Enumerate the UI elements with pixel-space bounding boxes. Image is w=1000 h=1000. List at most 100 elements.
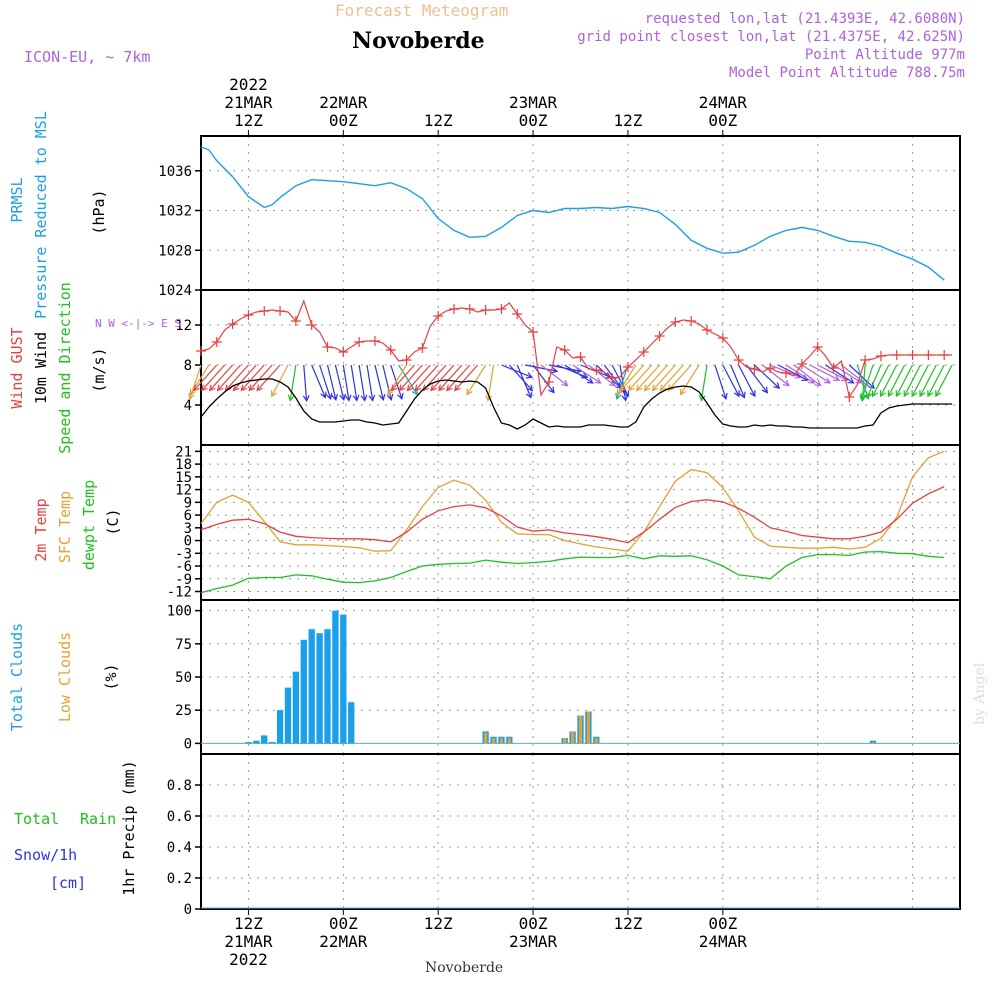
wind-arrow-head <box>320 391 327 399</box>
wind-arrow-head <box>615 392 622 401</box>
wind-10m-line <box>200 378 953 430</box>
y-tick-label: 8 <box>184 358 192 374</box>
wind-arrow <box>700 364 708 401</box>
total-cloud-bar <box>332 610 339 744</box>
wind-arrow <box>189 364 210 395</box>
wind-arrow <box>256 364 281 391</box>
wind-arrow <box>911 364 929 397</box>
wind-arrow-head <box>679 388 687 396</box>
y-tick-label: 12 <box>175 483 192 499</box>
wind-arrow <box>414 364 439 391</box>
wind-arrow <box>391 364 415 391</box>
total-cloud-bar <box>253 740 260 744</box>
wind-arrow <box>225 364 249 391</box>
model-label: ICON-EU, ~ 7km <box>24 48 150 66</box>
y-tick-label: 1028 <box>158 243 192 259</box>
low-clouds-label: Low Clouds <box>56 632 74 722</box>
wind-arrow <box>240 364 265 391</box>
gust-marker <box>591 365 602 375</box>
gust-marker <box>907 350 918 360</box>
wind-arrow-head <box>453 384 461 392</box>
gust-marker <box>528 327 539 337</box>
wind-arrow-head <box>368 394 376 402</box>
wind-arrow-head <box>586 377 594 384</box>
wind-arrow-head <box>620 384 627 392</box>
gust-marker <box>891 350 902 360</box>
precip-total-label: Total <box>14 810 59 828</box>
wind-arrow <box>193 364 218 391</box>
wind-arrow-head <box>859 395 867 403</box>
wind-arrow-head <box>635 384 643 392</box>
x-label-top: 00Z <box>519 111 548 130</box>
wind-arrow <box>248 364 273 391</box>
wind-arrow <box>935 364 953 397</box>
gust-marker <box>369 336 380 346</box>
wind-arrow <box>532 364 555 393</box>
y-tick-label: 1024 <box>158 283 192 299</box>
panel-frame <box>200 289 961 446</box>
wind-arrow-head <box>200 384 208 392</box>
x-label-top: 24MAR <box>699 93 748 112</box>
wind-arrow-head <box>360 394 368 402</box>
wind-arrow-head <box>879 390 886 398</box>
wind-arrow <box>680 364 700 395</box>
wind-arrow-head <box>721 392 728 401</box>
wind-arrow-head <box>667 384 675 392</box>
low-cloud-bar <box>571 731 575 744</box>
wind-arrow <box>636 364 661 391</box>
total-cloud-bar <box>292 671 300 744</box>
wind-arrow-head <box>422 384 430 392</box>
wind-dir-label: Speed and Direction <box>56 282 74 454</box>
y-tick-label: 0 <box>184 736 192 752</box>
wind-arrow-head <box>189 388 196 396</box>
wind-arrow <box>430 364 455 391</box>
total-cloud-bar <box>340 614 347 744</box>
gust-marker <box>338 347 349 357</box>
total-cloud-bar <box>316 633 323 744</box>
gust-marker <box>638 347 649 357</box>
wind-arrow <box>927 364 945 397</box>
total-cloud-bar <box>245 742 252 744</box>
x-label-top: 2022 <box>229 75 268 94</box>
wind-arrow <box>342 364 350 401</box>
wind-gust-line <box>200 299 953 399</box>
wind-arrow <box>817 364 848 381</box>
clouds-unit: (%) <box>102 663 120 690</box>
wind-arrow <box>730 364 745 398</box>
wind-arrow-head <box>833 374 841 381</box>
wind-arrow <box>508 364 533 391</box>
wind-arrow-head <box>551 366 559 374</box>
y-tick-label: -9 <box>175 572 192 588</box>
wind-arrow-head <box>216 384 224 392</box>
wind-arrow <box>319 364 332 400</box>
wind-arrow-head <box>733 390 740 398</box>
wind-arrow <box>366 364 374 401</box>
wind-arrow-head <box>847 377 855 384</box>
y-tick-label: 18 <box>175 457 192 473</box>
gust-marker <box>496 304 507 314</box>
gust-marker <box>322 342 333 352</box>
x-label-bottom: 23MAR <box>509 932 558 951</box>
low-cloud-bar <box>507 738 511 744</box>
wind-arrow <box>714 364 727 400</box>
gust-marker <box>417 343 428 353</box>
x-label-bottom: 12Z <box>613 914 642 933</box>
gust-marker <box>259 306 270 316</box>
x-label-top: 21MAR <box>224 93 273 112</box>
wind-unit: (m/s) <box>90 347 108 392</box>
model-altitude: Model Point Altitude 788.75m <box>729 65 965 81</box>
wind-arrow-head <box>643 384 651 392</box>
wind-arrow-head <box>344 394 352 402</box>
wind-arrow-head <box>397 392 404 401</box>
wind-arrow <box>516 364 532 398</box>
y-tick-label: 0.8 <box>167 778 192 794</box>
wind-arrow <box>738 364 756 397</box>
y-tick-label: 0.4 <box>167 840 192 856</box>
temp-unit: (C) <box>104 508 122 535</box>
gust-marker <box>686 316 697 326</box>
x-label-bottom: 12Z <box>234 914 263 933</box>
precip-unit: 1hr Precip (mm) <box>120 760 138 895</box>
wind-arrow-head <box>414 384 422 392</box>
y-tick-label: 75 <box>175 637 192 653</box>
